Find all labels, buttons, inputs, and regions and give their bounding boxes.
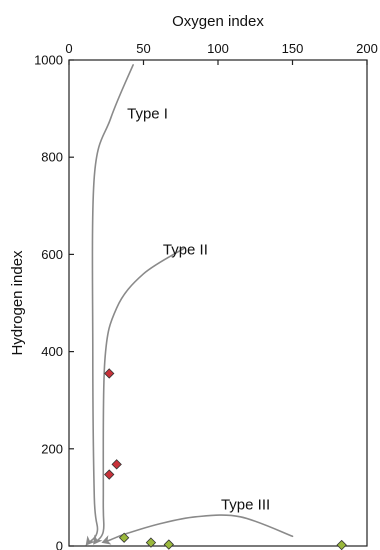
y-tick-label: 200 <box>41 441 63 456</box>
y-tick-label: 1000 <box>34 53 63 68</box>
x-axis-title: Oxygen index <box>172 13 264 30</box>
type-ii-label: Type II <box>163 241 208 258</box>
y-tick-label: 800 <box>41 150 63 165</box>
type-iii-label: Type III <box>221 497 270 514</box>
data-point <box>104 368 115 379</box>
x-tick-label: 50 <box>136 41 150 56</box>
data-point <box>104 469 115 480</box>
type-iii-curve <box>101 514 294 545</box>
x-tick-label: 0 <box>65 41 72 56</box>
type-ii-curve <box>93 247 185 545</box>
data-point <box>145 537 157 548</box>
reference-curves: Type I Type II Type III <box>85 64 294 546</box>
data-point <box>163 539 174 550</box>
data-point <box>118 532 130 543</box>
type-i-label: Type I <box>127 105 168 122</box>
x-tick-label: 150 <box>282 41 304 56</box>
plot-frame <box>68 59 368 547</box>
data-point <box>336 539 347 550</box>
y-tick-label: 600 <box>41 247 63 262</box>
data-points <box>104 368 347 550</box>
type-i-curve <box>85 64 134 546</box>
x-tick-label: 200 <box>356 41 378 56</box>
y-axis-title: Hydrogen index <box>9 250 26 356</box>
x-tick-label: 100 <box>207 41 229 56</box>
y-tick-label: 0 <box>56 539 63 550</box>
data-point <box>111 459 122 470</box>
axis-ticks: 0 50 100 150 200 0 200 400 600 800 1000 <box>34 41 378 550</box>
y-tick-label: 400 <box>41 344 63 359</box>
